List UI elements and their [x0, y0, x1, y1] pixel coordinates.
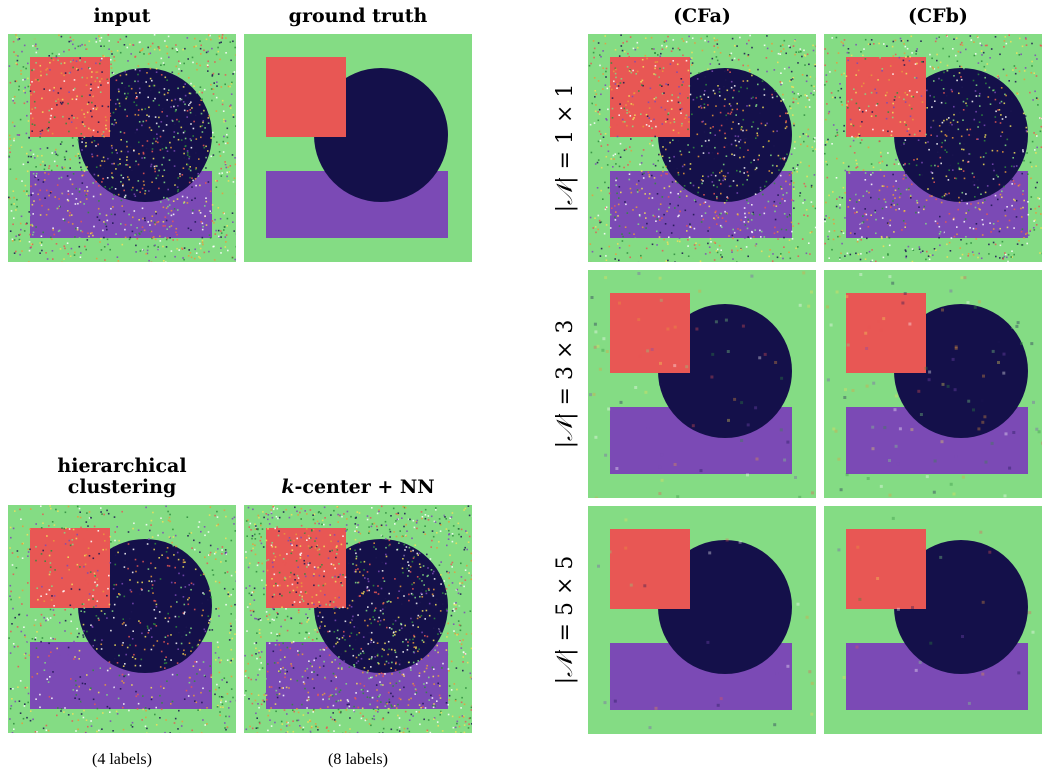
- red-square: [30, 57, 110, 137]
- caption-hier: (4 labels): [92, 751, 152, 768]
- image-cfb-5x5: [824, 506, 1042, 734]
- red-square: [846, 529, 926, 609]
- image-cfa-5x5: [588, 506, 816, 734]
- title-hier-line1: hierarchical: [57, 455, 187, 477]
- noise-speckles: [589, 271, 814, 498]
- navy-circle: [78, 68, 212, 202]
- red-square: [610, 529, 690, 609]
- noise-speckles: [588, 34, 816, 262]
- row-label-5x5-prefix: |: [553, 676, 578, 685]
- noise-speckles: [8, 34, 236, 262]
- noise-speckles: [826, 273, 1042, 498]
- navy-circle: [314, 68, 448, 202]
- title-kcenter-rest: -center + NN: [294, 476, 435, 498]
- title-kcenter-nn: k-center + NN: [244, 477, 472, 498]
- image-cfa-1x1: [588, 34, 816, 262]
- image-ground-truth: [244, 34, 472, 262]
- navy-circle: [894, 304, 1028, 438]
- image-cfb-1x1: [824, 34, 1042, 262]
- row-label-3x3-prefix: |: [553, 440, 578, 449]
- image-input: [8, 34, 236, 262]
- navy-circle: [78, 539, 212, 673]
- navy-circle: [658, 304, 792, 438]
- noise-speckles: [837, 516, 1035, 722]
- navy-circle: [894, 540, 1028, 674]
- red-square: [610, 57, 690, 137]
- title-input: input: [93, 5, 151, 27]
- row-label-3x3-symbol: 𝒩: [553, 419, 578, 441]
- title-ground-truth: ground truth: [288, 5, 428, 27]
- caption-kcenter: (8 labels): [328, 751, 388, 768]
- navy-circle: [658, 68, 792, 202]
- row-label-3x3: |𝒩| = 3 × 3: [551, 270, 581, 498]
- noise-speckles: [8, 505, 236, 733]
- title-cfa: (CFa): [673, 5, 731, 27]
- noise-speckles: [588, 518, 814, 730]
- noise-speckles: [824, 34, 1042, 262]
- row-label-5x5-symbol: 𝒩: [553, 655, 578, 677]
- red-square: [846, 293, 926, 373]
- image-cfa-3x3: [588, 270, 816, 498]
- row-label-5x5: |𝒩| = 5 × 5: [551, 506, 581, 734]
- red-square: [610, 293, 690, 373]
- image-kcenter-nn: [244, 505, 472, 733]
- title-kcenter-k: k: [281, 476, 295, 498]
- row-label-5x5-suffix: | = 5 × 5: [553, 555, 578, 656]
- title-hierarchical-clustering: hierarchical clustering: [8, 456, 236, 498]
- row-label-1x1-prefix: |: [553, 204, 578, 213]
- title-hier-line2: clustering: [67, 476, 177, 498]
- red-square: [266, 57, 346, 137]
- image-cfb-3x3: [824, 270, 1042, 498]
- row-label-1x1-suffix: | = 1 × 1: [553, 83, 578, 184]
- row-label-1x1-symbol: 𝒩: [553, 183, 578, 205]
- noise-speckles: [244, 505, 472, 733]
- navy-circle: [314, 539, 448, 673]
- row-label-3x3-suffix: | = 3 × 3: [553, 319, 578, 420]
- row-label-1x1: |𝒩| = 1 × 1: [551, 34, 581, 262]
- title-cfb: (CFb): [908, 5, 968, 27]
- navy-circle: [658, 540, 792, 674]
- image-hierarchical-clustering: [8, 505, 236, 733]
